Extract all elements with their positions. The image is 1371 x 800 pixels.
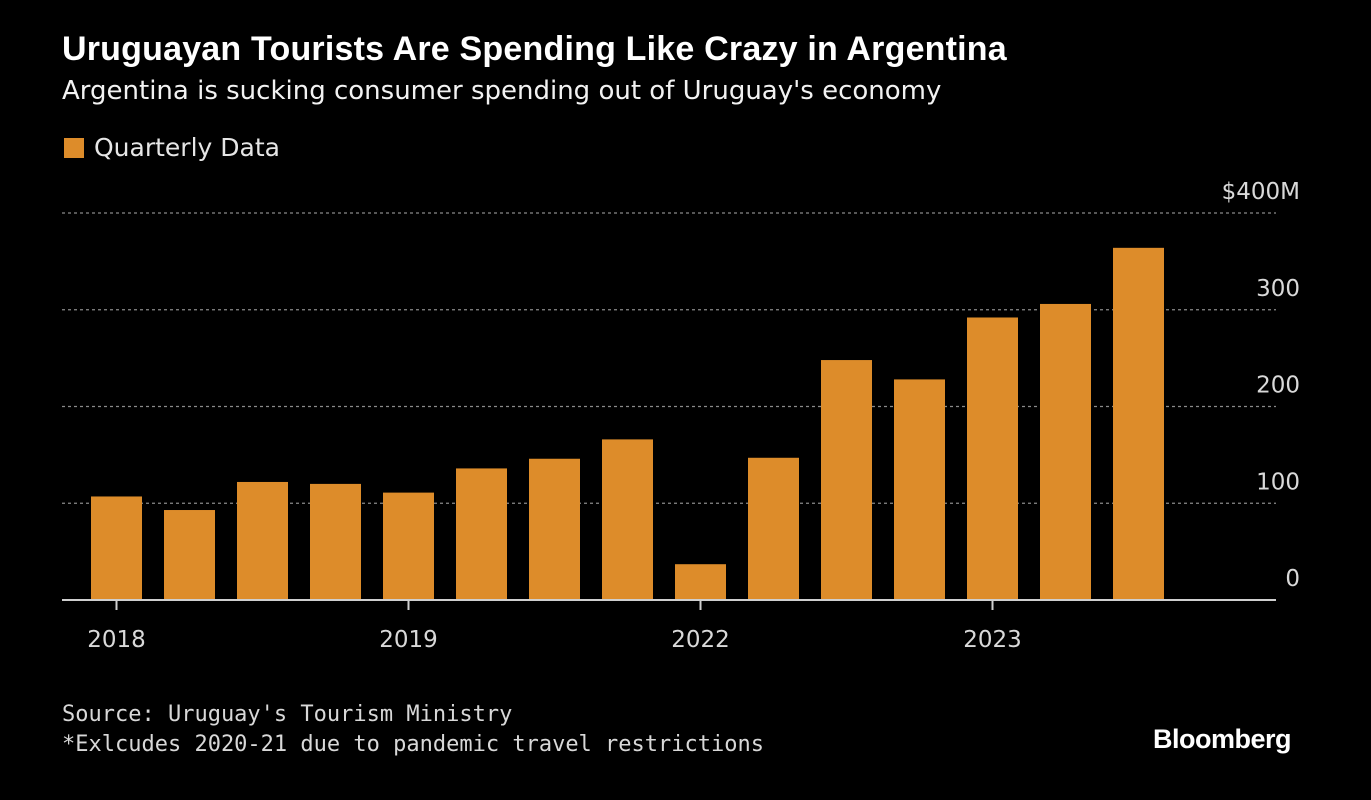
bar [91, 496, 142, 600]
x-axis: 2018 2019 2022 2023 [62, 599, 1276, 653]
x-tick-label: 2019 [379, 627, 438, 653]
bloomberg-logo: Bloomberg [1152, 724, 1292, 754]
legend-swatch [64, 137, 84, 158]
y-tick-label: 0 [1285, 566, 1300, 592]
bar [1040, 303, 1091, 600]
legend: Quarterly Data [64, 133, 280, 162]
footnote: *Exlcudes 2020-21 due to pandemic travel… [62, 732, 764, 757]
gridlines [62, 212, 1276, 504]
x-tick-label: 2018 [87, 627, 146, 653]
y-tick-label: 200 [1256, 373, 1300, 399]
bar [1113, 247, 1164, 600]
bars [91, 247, 1164, 600]
y-tick-label: 300 [1256, 276, 1300, 302]
bar [456, 468, 507, 600]
bar [675, 564, 726, 600]
bar [894, 379, 945, 600]
x-tick-label: 2022 [671, 627, 730, 653]
bar [602, 439, 653, 600]
chart-subtitle: Argentina is sucking consumer spending o… [62, 76, 942, 106]
chart-title: Uruguayan Tourists Are Spending Like Cra… [62, 30, 1007, 68]
legend-label: Quarterly Data [94, 133, 280, 162]
y-tick-label: $400M [1222, 179, 1300, 205]
bar [383, 492, 434, 600]
bar [529, 458, 580, 600]
y-tick-label: 100 [1256, 469, 1300, 495]
y-tick-labels: 0 100 200 300 $400M [1222, 179, 1300, 592]
source-note: Source: Uruguay's Tourism Ministry [62, 702, 513, 727]
bar [967, 317, 1018, 600]
bar [748, 457, 799, 600]
bar [310, 483, 361, 600]
bar [237, 481, 288, 600]
bar [164, 510, 215, 600]
bar [821, 360, 872, 600]
x-tick-label: 2023 [963, 627, 1022, 653]
